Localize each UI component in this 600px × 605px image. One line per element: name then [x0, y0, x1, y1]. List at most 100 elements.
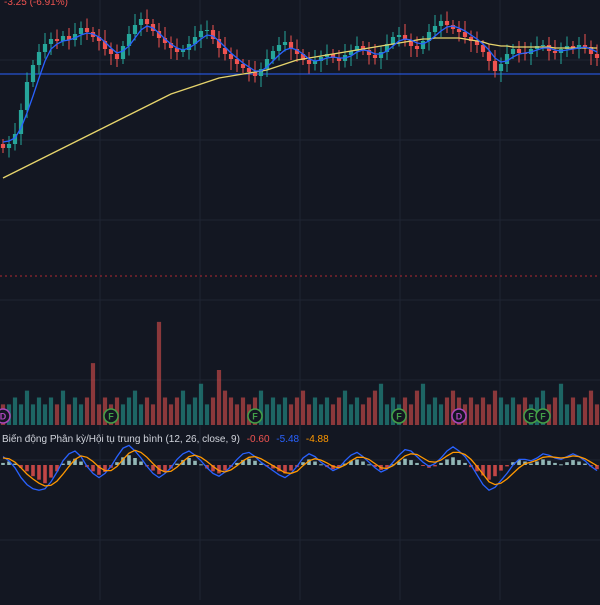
candle[interactable] [450, 25, 456, 29]
volume-bar[interactable] [288, 404, 294, 425]
volume-bar[interactable] [60, 390, 66, 425]
volume-bar[interactable] [282, 397, 288, 426]
candle[interactable] [198, 31, 204, 37]
macd-histogram-bar[interactable] [571, 460, 575, 465]
candle[interactable] [66, 36, 72, 40]
volume-bar[interactable] [36, 397, 42, 426]
candle[interactable] [42, 44, 48, 52]
candle[interactable] [102, 41, 108, 49]
volume-bar[interactable] [84, 397, 90, 426]
volume-bar[interactable] [78, 404, 84, 425]
macd-histogram-bar[interactable] [181, 460, 185, 465]
macd-histogram-bar[interactable] [481, 465, 485, 476]
candle[interactable] [480, 45, 486, 52]
dividend-marker[interactable] [0, 408, 11, 424]
macd-histogram-bar[interactable] [25, 465, 29, 472]
volume-bar[interactable] [216, 370, 222, 425]
macd-histogram-bar[interactable] [7, 461, 11, 466]
volume-bar[interactable] [426, 404, 432, 425]
volume-bar[interactable] [192, 397, 198, 426]
volume-bar[interactable] [222, 390, 228, 425]
macd-histogram-bar[interactable] [505, 465, 509, 467]
macd-histogram-bar[interactable] [361, 461, 365, 466]
volume-bar[interactable] [336, 397, 342, 426]
volume-bar[interactable] [450, 390, 456, 425]
candle[interactable] [366, 50, 372, 55]
volume-bar[interactable] [156, 321, 162, 425]
candle[interactable] [420, 41, 426, 49]
volume-bar[interactable] [276, 404, 282, 425]
volume-bar[interactable] [90, 363, 96, 425]
candle[interactable] [402, 35, 408, 40]
macd-histogram-bar[interactable] [223, 465, 227, 471]
volume-bar[interactable] [96, 404, 102, 425]
candle[interactable] [588, 47, 594, 54]
candle[interactable] [276, 45, 282, 51]
candle[interactable] [132, 25, 138, 34]
macd-histogram-bar[interactable] [445, 459, 449, 465]
volume-bar[interactable] [366, 397, 372, 426]
macd-histogram-bar[interactable] [553, 462, 557, 465]
macd-histogram-bar[interactable] [91, 465, 95, 472]
macd-histogram-bar[interactable] [79, 461, 83, 466]
candle[interactable] [246, 68, 252, 72]
macd-histogram-bar[interactable] [421, 465, 425, 466]
macd-histogram-bar[interactable] [13, 463, 17, 465]
macd-histogram-bar[interactable] [151, 465, 155, 471]
macd-histogram-bar[interactable] [529, 463, 533, 465]
candle[interactable] [228, 54, 234, 59]
volume-bar[interactable] [258, 390, 264, 425]
candle[interactable] [108, 49, 114, 54]
candle[interactable] [120, 46, 126, 59]
volume-bar[interactable] [306, 404, 312, 425]
macd-histogram-bar[interactable] [595, 465, 599, 470]
volume-bar[interactable] [132, 390, 138, 425]
candle[interactable] [372, 55, 378, 58]
candle[interactable] [426, 32, 432, 41]
macd-histogram-bar[interactable] [559, 464, 563, 466]
volume-bar[interactable] [126, 397, 132, 426]
candle[interactable] [84, 28, 90, 32]
volume-bar[interactable] [228, 397, 234, 426]
macd-histogram-bar[interactable] [577, 461, 581, 466]
volume-bar[interactable] [474, 404, 480, 425]
macd-histogram-bar[interactable] [19, 465, 23, 468]
earnings-marker[interactable] [535, 408, 551, 424]
macd-histogram-bar[interactable] [175, 463, 179, 465]
volume-bar[interactable] [210, 397, 216, 426]
macd-histogram-bar[interactable] [475, 465, 479, 472]
candle[interactable] [474, 41, 480, 45]
volume-bar[interactable] [24, 390, 30, 425]
macd-histogram-bar[interactable] [439, 462, 443, 465]
candle[interactable] [222, 48, 228, 54]
macd-histogram-bar[interactable] [565, 462, 569, 465]
macd-histogram-bar[interactable] [193, 460, 197, 465]
candle[interactable] [462, 32, 468, 37]
candle[interactable] [348, 51, 354, 55]
candle[interactable] [144, 19, 150, 24]
volume-bar[interactable] [408, 404, 414, 425]
volume-bar[interactable] [318, 404, 324, 425]
macd-signal-line[interactable] [2, 449, 598, 487]
macd-histogram-bar[interactable] [463, 462, 467, 465]
volume-bar[interactable] [138, 404, 144, 425]
earnings-marker[interactable] [247, 408, 263, 424]
candle[interactable] [306, 60, 312, 64]
candle[interactable] [468, 37, 474, 41]
candle[interactable] [384, 44, 390, 52]
candle[interactable] [192, 37, 198, 44]
candle[interactable] [378, 52, 384, 58]
volume-bar[interactable] [576, 404, 582, 425]
macd-histogram-bar[interactable] [103, 465, 107, 472]
volume-bar[interactable] [300, 390, 306, 425]
volume-bar[interactable] [444, 397, 450, 426]
volume-bar[interactable] [180, 390, 186, 425]
candle[interactable] [6, 144, 12, 148]
macd-histogram-bar[interactable] [547, 460, 551, 465]
macd-histogram-bar[interactable] [391, 464, 395, 466]
volume-bar[interactable] [144, 397, 150, 426]
ma-slow-line[interactable] [2, 37, 597, 179]
